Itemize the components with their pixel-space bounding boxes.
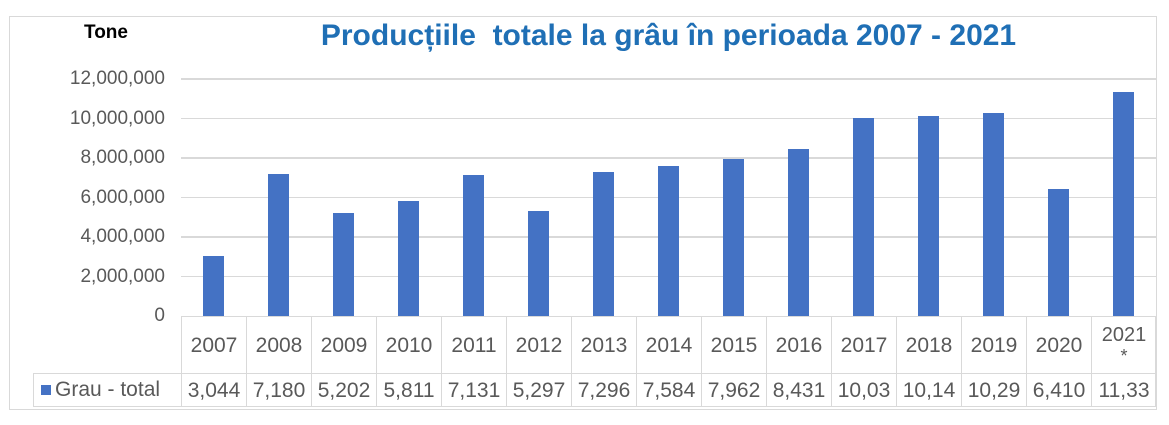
gridline [181,78,1156,80]
bar-2016 [788,149,809,316]
bar-2021* [1113,92,1134,316]
legend-key: Grau - total [33,373,181,407]
gridline [181,117,1156,120]
y-tick-label: 6,000,000 [80,186,165,208]
bar-2013 [593,171,614,316]
table-header-year: 2010 [376,316,441,373]
bar-2012 [528,211,549,316]
chart-frame [9,16,1157,410]
table-value-cell: 5,811 [376,373,441,407]
table-header-year: 2011 [441,316,506,373]
table-value-cell: 11,33 [1091,373,1156,407]
table-value-cell: 7,584 [636,373,701,407]
table-right-border [1155,316,1156,407]
table-value-cell: 10,03 [831,373,896,407]
bar-2019 [983,112,1004,316]
y-tick-label: 4,000,000 [80,226,165,247]
table-header-year: 2009 [311,316,376,373]
y-tick-label: 2,000,000 [80,265,165,287]
bar-2020 [1048,189,1069,316]
bar-2008 [268,174,289,316]
bar-2015 [723,158,744,316]
table-header-year: 2014 [636,316,701,373]
chart-title: Producțiile totale la grâu în perioada 2… [320,19,1017,52]
table-header-year: 2008 [246,316,311,373]
table-header-year: 2020 [1026,316,1091,373]
table-value-cell: 7,962 [701,373,766,407]
table-value-cell: 10,29 [961,373,1026,407]
bar-2009 [333,213,354,316]
table-header-year: 2018 [896,316,961,373]
bar-2010 [398,201,419,316]
table-value-cell: 7,296 [571,373,636,407]
y-tick-label: 12,000,000 [69,68,165,89]
legend-swatch-icon [41,385,51,395]
table-value-cell: 10,14 [896,373,961,407]
y-tick-label: 10,000,000 [69,107,165,129]
legend-label: Grau - total [55,378,161,401]
table-value-cell: 7,180 [246,373,311,407]
bar-2011 [463,175,484,316]
table-header-year: 2012 [506,316,571,373]
table-header-year: 2017 [831,316,896,373]
bar-2014 [658,166,679,316]
table-value-cell: 3,044 [181,373,246,407]
y-tick-label: 8,000,000 [80,147,165,168]
bar-2017 [853,117,874,316]
table-value-cell: 8,431 [766,373,831,407]
table-value-cell: 5,202 [311,373,376,407]
table-header-year: 2021 * [1091,316,1156,373]
table-value-cell: 6,410 [1026,373,1091,407]
table-header-year: 2019 [961,316,1026,373]
y-tick-label: 0 [154,305,165,326]
table-header-year: 2013 [571,316,636,373]
table-header-year: 2016 [766,316,831,373]
table-header-year: 2015 [701,316,766,373]
table-value-cell: 7,131 [441,373,506,407]
table-value-cell: 5,297 [506,373,571,407]
y-axis-unit-label: Tone [84,22,128,43]
gridline [181,157,1156,159]
bar-2018 [918,115,939,316]
table-header-year: 2007 [181,316,246,373]
bar-2007 [203,255,224,316]
